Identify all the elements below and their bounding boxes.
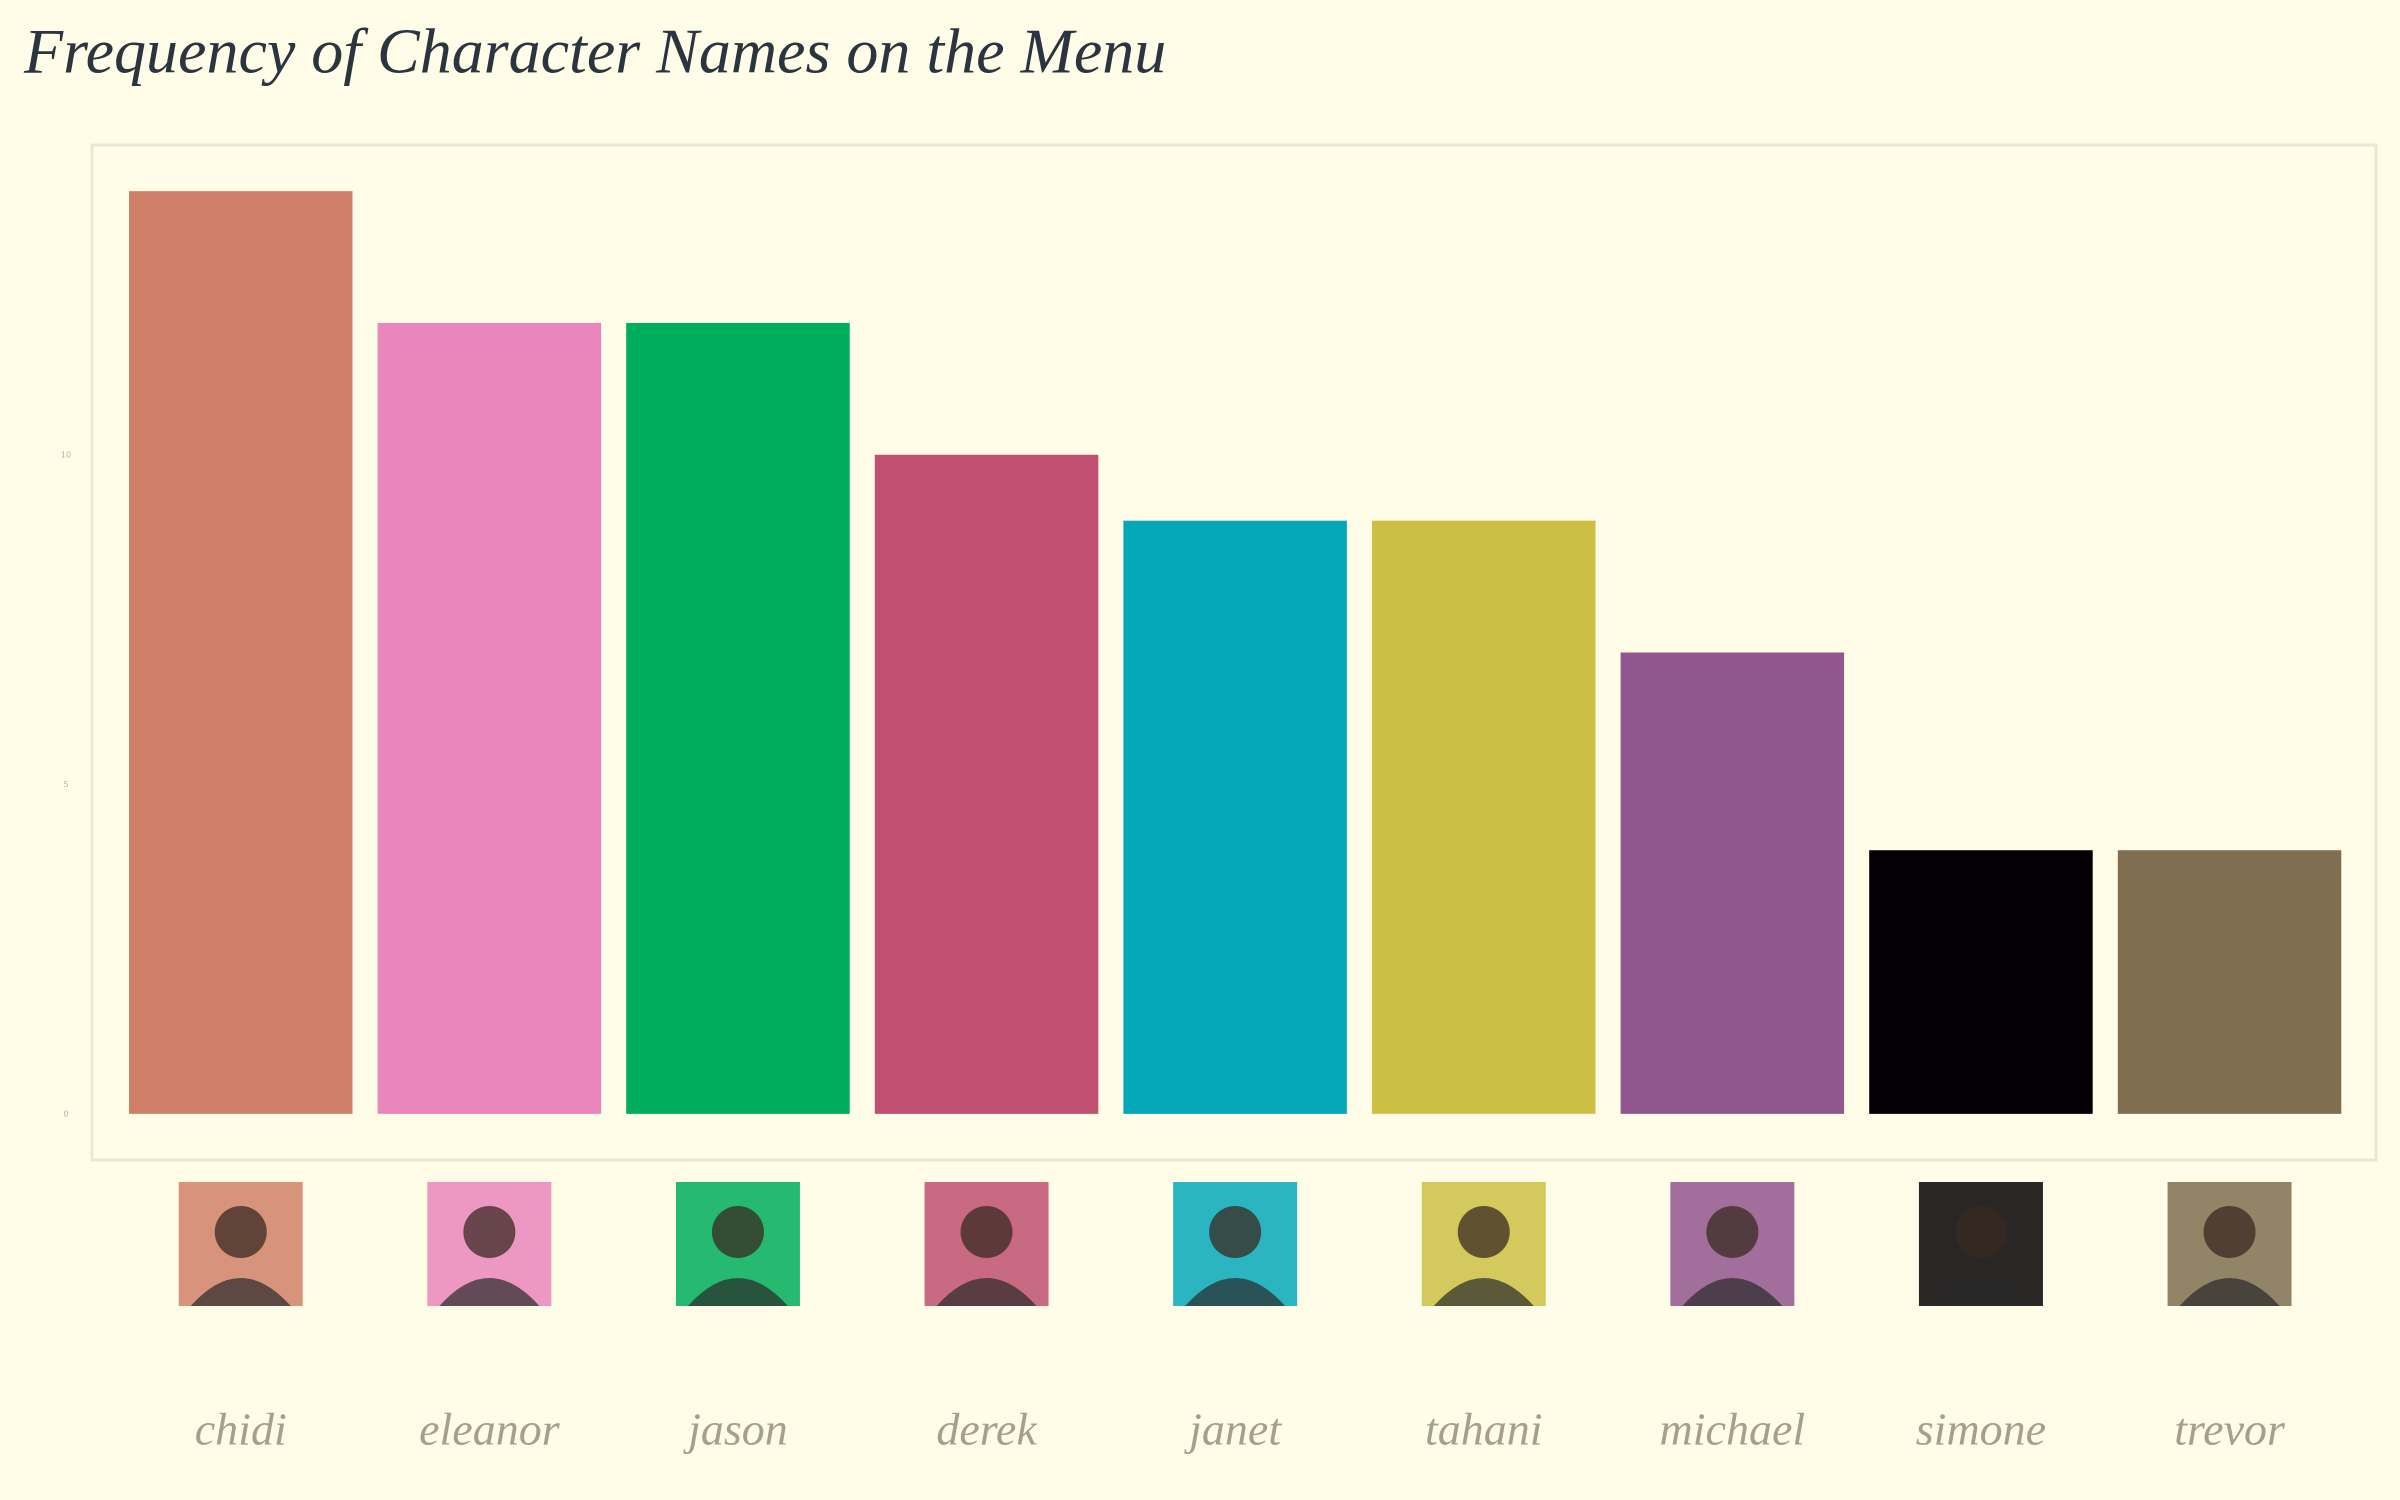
- portrait-head: [1706, 1206, 1759, 1258]
- portrait: [427, 1182, 552, 1306]
- bar: [1620, 652, 1845, 1114]
- portrait-head: [2203, 1206, 2256, 1258]
- y-tick-label: 5: [63, 780, 68, 789]
- bar: [2117, 850, 2342, 1114]
- portrait-body: [439, 1278, 540, 1306]
- bar: [129, 191, 353, 1114]
- portrait: [1421, 1182, 1546, 1306]
- portrait-body: [190, 1278, 291, 1306]
- x-tick-label: chidi: [195, 1404, 287, 1455]
- portrait-head: [711, 1206, 764, 1258]
- portrait-body: [687, 1278, 788, 1306]
- portrait: [1670, 1182, 1795, 1306]
- portrait-head: [214, 1206, 267, 1258]
- portrait-head: [1209, 1206, 1262, 1258]
- portrait-body: [1682, 1278, 1783, 1306]
- y-tick-label: 0: [63, 1109, 68, 1118]
- x-tick-label: jason: [683, 1404, 788, 1455]
- portrait-body: [936, 1278, 1037, 1306]
- x-tick-label: simone: [1916, 1404, 2046, 1455]
- y-tick-label: 10: [61, 450, 71, 459]
- portrait: [675, 1182, 800, 1306]
- portrait-body: [1185, 1278, 1286, 1306]
- portrait: [924, 1182, 1049, 1306]
- portrait-body: [1930, 1278, 2031, 1306]
- x-tick-label: janet: [1184, 1404, 1282, 1455]
- plot-panel: [90, 143, 2378, 1162]
- bar: [1372, 520, 1596, 1114]
- x-tick-label: tahani: [1425, 1404, 1543, 1455]
- portrait-body: [2179, 1278, 2280, 1306]
- x-tick-label: michael: [1660, 1404, 1806, 1455]
- bar: [874, 454, 1099, 1114]
- portrait-body: [1433, 1278, 1534, 1306]
- chart-title: Frequency of Character Names on the Menu: [23, 16, 1166, 87]
- portrait-head: [1457, 1206, 1510, 1258]
- x-tick-label: trevor: [2174, 1404, 2286, 1455]
- portrait-head: [960, 1206, 1013, 1258]
- x-tick-label: derek: [936, 1404, 1038, 1455]
- portrait: [1173, 1182, 1298, 1306]
- bar: [1869, 850, 2093, 1114]
- x-tick-label: eleanor: [419, 1404, 561, 1455]
- bar: [1123, 520, 1347, 1114]
- portrait: [1918, 1182, 2043, 1306]
- portrait: [2167, 1182, 2292, 1306]
- portrait: [178, 1182, 303, 1306]
- bar: [626, 322, 850, 1114]
- bar: [377, 322, 602, 1114]
- portrait-head: [463, 1206, 516, 1258]
- portrait-head: [1954, 1206, 2007, 1258]
